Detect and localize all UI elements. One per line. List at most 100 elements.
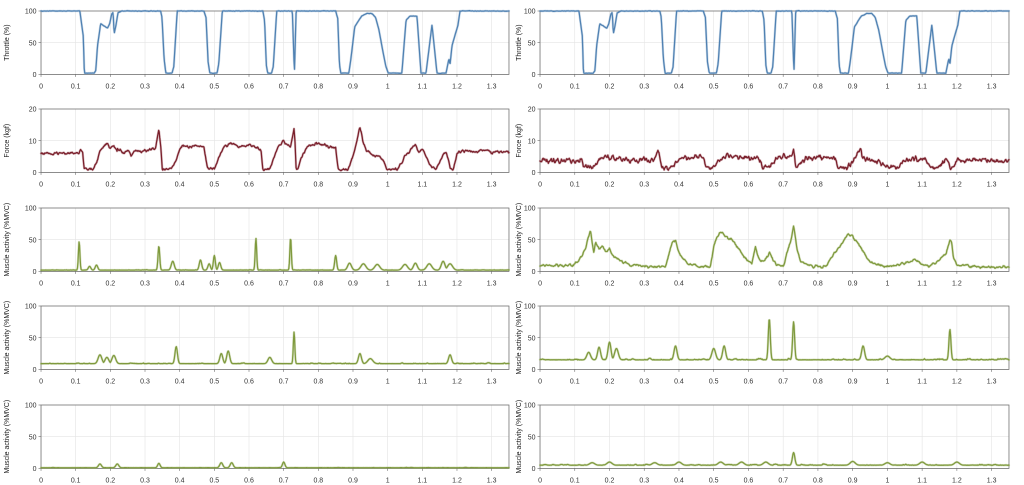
svg-text:0.9: 0.9 — [848, 182, 858, 189]
svg-text:0.9: 0.9 — [348, 477, 358, 484]
svg-text:0.3: 0.3 — [639, 83, 649, 90]
svg-text:0.2: 0.2 — [605, 182, 615, 189]
svg-text:0.1: 0.1 — [570, 83, 580, 90]
svg-text:0.4: 0.4 — [175, 280, 185, 287]
svg-text:1: 1 — [885, 83, 889, 90]
svg-text:0.9: 0.9 — [348, 182, 358, 189]
svg-text:0.4: 0.4 — [674, 477, 684, 484]
svg-text:Force (kgf): Force (kgf) — [4, 124, 11, 158]
svg-text:Throttle (%): Throttle (%) — [516, 24, 523, 60]
svg-text:1: 1 — [885, 182, 889, 189]
svg-text:0.5: 0.5 — [209, 280, 219, 287]
svg-text:0.9: 0.9 — [348, 83, 358, 90]
svg-text:0: 0 — [33, 367, 37, 374]
svg-text:0.6: 0.6 — [244, 280, 254, 287]
svg-text:0.3: 0.3 — [140, 83, 150, 90]
svg-text:0.2: 0.2 — [105, 182, 115, 189]
svg-text:50: 50 — [29, 237, 37, 244]
svg-text:0.6: 0.6 — [244, 83, 254, 90]
svg-text:0.8: 0.8 — [813, 182, 823, 189]
svg-text:0.1: 0.1 — [71, 280, 81, 287]
svg-text:1: 1 — [386, 83, 390, 90]
svg-text:50: 50 — [528, 237, 536, 244]
svg-text:0.3: 0.3 — [140, 477, 150, 484]
svg-text:0.6: 0.6 — [244, 379, 254, 386]
svg-text:1.1: 1.1 — [417, 477, 427, 484]
svg-text:100: 100 — [25, 402, 37, 409]
svg-text:1.1: 1.1 — [917, 280, 927, 287]
svg-text:0.3: 0.3 — [639, 477, 649, 484]
svg-text:0.1: 0.1 — [71, 477, 81, 484]
svg-text:0: 0 — [39, 280, 43, 287]
svg-text:0.7: 0.7 — [279, 83, 289, 90]
svg-text:50: 50 — [29, 335, 37, 342]
svg-text:0: 0 — [33, 466, 37, 473]
svg-text:0.4: 0.4 — [175, 182, 185, 189]
svg-text:1.2: 1.2 — [952, 280, 962, 287]
svg-text:1.3: 1.3 — [987, 379, 997, 386]
svg-text:0.1: 0.1 — [71, 379, 81, 386]
svg-text:0.3: 0.3 — [639, 379, 649, 386]
svg-text:0.3: 0.3 — [639, 280, 649, 287]
svg-text:Muscle activity (%MVC): Muscle activity (%MVC) — [4, 203, 11, 277]
svg-text:1.3: 1.3 — [487, 83, 497, 90]
svg-text:50: 50 — [528, 335, 536, 342]
svg-text:0.1: 0.1 — [71, 83, 81, 90]
svg-text:1.2: 1.2 — [952, 182, 962, 189]
svg-text:0.6: 0.6 — [244, 182, 254, 189]
svg-text:0: 0 — [39, 83, 43, 90]
svg-text:0: 0 — [532, 170, 536, 177]
svg-text:1.1: 1.1 — [917, 379, 927, 386]
svg-text:0.9: 0.9 — [348, 280, 358, 287]
svg-text:50: 50 — [528, 434, 536, 441]
svg-text:0.6: 0.6 — [744, 83, 754, 90]
svg-text:0.3: 0.3 — [140, 379, 150, 386]
svg-text:0.7: 0.7 — [778, 182, 788, 189]
svg-text:Throttle (%): Throttle (%) — [4, 24, 11, 60]
svg-text:0: 0 — [39, 182, 43, 189]
svg-text:Force (kgf): Force (kgf) — [516, 124, 523, 158]
svg-text:0: 0 — [33, 170, 37, 177]
svg-text:0: 0 — [532, 367, 536, 374]
svg-text:0.3: 0.3 — [140, 182, 150, 189]
svg-text:0.4: 0.4 — [674, 379, 684, 386]
svg-text:0.5: 0.5 — [709, 477, 719, 484]
svg-text:Muscle activity (%MVC): Muscle activity (%MVC) — [4, 399, 11, 473]
svg-text:0.1: 0.1 — [570, 280, 580, 287]
svg-text:0.4: 0.4 — [175, 477, 185, 484]
svg-text:0.8: 0.8 — [813, 83, 823, 90]
svg-text:0.4: 0.4 — [674, 182, 684, 189]
svg-text:100: 100 — [25, 304, 37, 311]
svg-text:0.5: 0.5 — [209, 182, 219, 189]
svg-text:1.2: 1.2 — [452, 182, 462, 189]
svg-text:10: 10 — [29, 139, 37, 146]
svg-text:0: 0 — [538, 83, 542, 90]
svg-text:0.5: 0.5 — [209, 477, 219, 484]
svg-text:0.8: 0.8 — [313, 280, 323, 287]
svg-text:50: 50 — [29, 434, 37, 441]
svg-text:0: 0 — [538, 477, 542, 484]
svg-text:0.7: 0.7 — [279, 379, 289, 386]
svg-text:1: 1 — [885, 280, 889, 287]
svg-text:50: 50 — [29, 40, 37, 47]
svg-text:1: 1 — [885, 477, 889, 484]
svg-text:0.7: 0.7 — [279, 477, 289, 484]
svg-text:0.8: 0.8 — [813, 477, 823, 484]
svg-text:0.9: 0.9 — [848, 379, 858, 386]
svg-text:0.5: 0.5 — [209, 83, 219, 90]
svg-text:0.5: 0.5 — [709, 379, 719, 386]
svg-text:Muscle activity (%MVC): Muscle activity (%MVC) — [516, 399, 523, 473]
svg-text:1.2: 1.2 — [952, 477, 962, 484]
svg-text:0.3: 0.3 — [639, 182, 649, 189]
svg-text:0: 0 — [532, 72, 536, 79]
svg-text:0.2: 0.2 — [605, 379, 615, 386]
svg-text:0.7: 0.7 — [778, 379, 788, 386]
svg-text:0.1: 0.1 — [71, 182, 81, 189]
svg-text:1.3: 1.3 — [487, 182, 497, 189]
svg-text:0.7: 0.7 — [279, 280, 289, 287]
svg-text:0.3: 0.3 — [140, 280, 150, 287]
svg-text:0.6: 0.6 — [244, 477, 254, 484]
svg-text:0.7: 0.7 — [778, 280, 788, 287]
svg-text:0.4: 0.4 — [175, 83, 185, 90]
svg-text:0.4: 0.4 — [674, 83, 684, 90]
